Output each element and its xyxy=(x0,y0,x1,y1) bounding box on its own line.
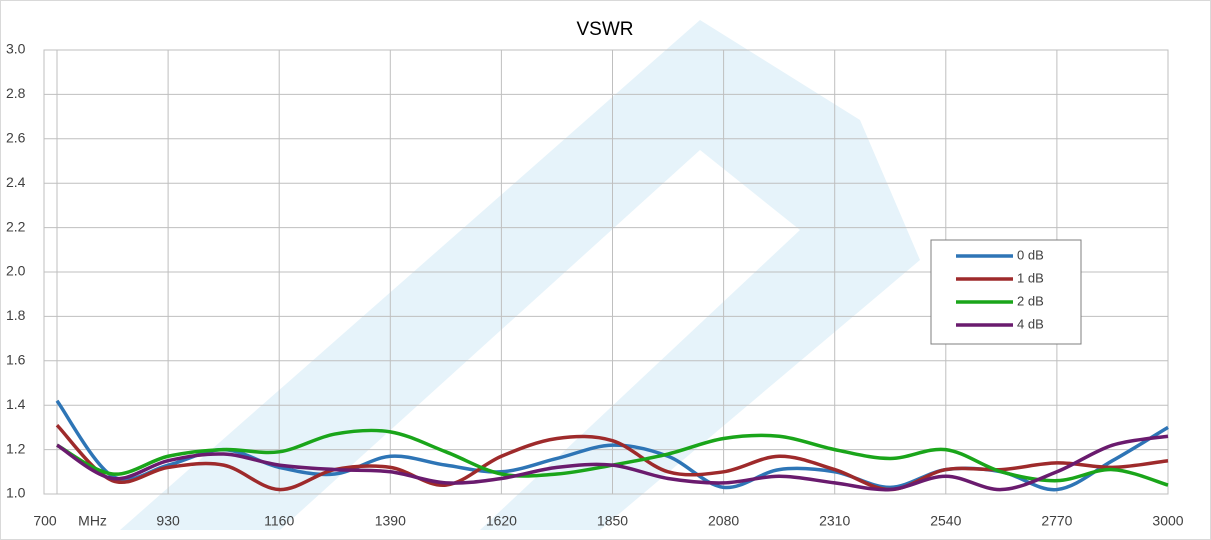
x-tick-label: 2770 xyxy=(1041,513,1072,529)
y-tick-label: 2.2 xyxy=(6,218,26,234)
y-tick-label: 2.0 xyxy=(6,263,26,279)
x-tick-label: 2080 xyxy=(708,513,739,529)
legend: 0 dB 1 dB 2 dB 4 dB xyxy=(930,239,1082,345)
x-tick-label: 1160 xyxy=(264,513,294,529)
x-unit-label: MHz xyxy=(78,513,107,529)
y-tick-label: 2.8 xyxy=(6,85,26,101)
y-tick-label: 1.2 xyxy=(6,440,26,456)
legend-label: 2 dB xyxy=(1017,293,1044,308)
legend-label: 1 dB xyxy=(1017,270,1044,285)
legend-label: 4 dB xyxy=(1017,316,1044,331)
chart-title: VSWR xyxy=(577,19,634,40)
x-tick-label: 2540 xyxy=(930,513,961,529)
x-tick-label: 3000 xyxy=(1152,513,1183,529)
y-tick-label: 2.4 xyxy=(6,174,26,190)
series-line xyxy=(56,434,1169,492)
series-line xyxy=(55,423,1169,492)
y-tick-label: 1.6 xyxy=(6,352,26,368)
x-tick-label: 1850 xyxy=(597,513,628,529)
x-tick-label: 1390 xyxy=(375,513,406,529)
x-tick-label: 700 xyxy=(33,513,57,529)
y-tick-label: 1.4 xyxy=(6,396,26,412)
y-tick-label: 1.0 xyxy=(6,485,26,501)
x-tick-label: 930 xyxy=(156,513,180,529)
legend-label: 0 dB xyxy=(1017,247,1044,262)
y-tick-label: 1.8 xyxy=(6,307,26,323)
y-tick-label: 2.6 xyxy=(6,130,26,146)
y-tick-label: 3.0 xyxy=(6,41,26,57)
x-tick-label: 1620 xyxy=(486,513,517,529)
x-tick-label: 2310 xyxy=(819,513,850,529)
watermark xyxy=(120,20,920,530)
